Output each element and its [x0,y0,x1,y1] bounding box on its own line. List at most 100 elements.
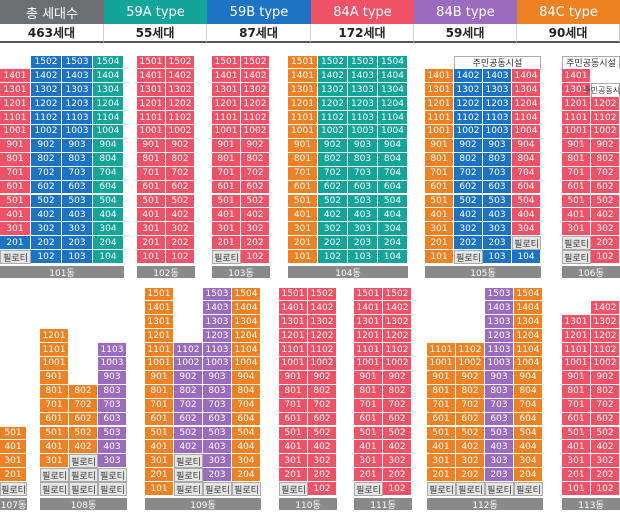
unit-cell: 801 [354,384,383,399]
unit-cell: 1502 [166,55,195,70]
unit-cell: 1303 [483,83,512,98]
unit-cell: 304 [514,454,543,469]
unit-cell: 703 [483,166,512,181]
unit-cell: 102 [318,250,348,264]
unit-cell: 1101 [288,111,318,125]
unit-cell: 702 [591,398,620,413]
unit-cell: 201 [137,236,166,251]
unit-cell: 204 [93,236,124,251]
unit-cell: 402 [31,208,62,223]
unit-cell: 301 [0,454,27,469]
unit-cell: 1401 [354,301,383,316]
unit-cell: 1203 [203,329,232,344]
unit-cell: 1301 [137,83,166,98]
unit-cell: 1104 [232,343,261,357]
unit-cell: 1101 [137,111,166,125]
unit-cell: 202 [241,236,270,251]
unit-cell: 1401 [0,69,31,84]
unit-cell: 1102 [456,343,485,357]
unit-cell: 701 [354,398,383,413]
unit-cell: 1502 [308,287,337,302]
unit-cell: 1401 [212,69,241,84]
unit-cell: 1004 [232,357,261,371]
unit-cell: 203 [483,236,512,251]
unit-cell: 302 [31,222,62,237]
unit-cell: 501 [354,426,383,441]
building-number-label: 109동 [145,498,261,510]
unit-cell: 1102 [454,111,483,125]
unit-cell: 501 [279,426,308,441]
unit-cell: 1201 [212,97,241,112]
unit-cell: 901 [212,138,241,153]
unit-cell: 1201 [0,97,31,112]
unit-cell: 1202 [166,97,195,112]
unit-cell: 601 [40,412,69,427]
unit-cell: 704 [378,166,408,181]
unit-cell: 1103 [203,343,232,357]
unit-cell: 1001 [145,357,174,371]
unit-cell: 702 [166,166,195,181]
unit-cell: 1102 [166,111,195,125]
unit-cell: 802 [308,384,337,399]
unit-cell: 804 [514,384,543,399]
unit-cell: 1003 [98,357,127,371]
unit-cell: 404 [514,440,543,455]
unit-cell: 202 [166,236,195,251]
unit-cell: 1502 [241,55,270,70]
unit-cell: 803 [62,152,93,167]
unit-cell: 1003 [348,125,378,139]
unit-cell: 1102 [591,343,620,357]
unit-cell: 1301 [212,83,241,98]
unit-cell: 602 [456,412,485,427]
unit-cell: 603 [483,180,512,195]
unit-cell: 1004 [512,125,541,139]
unit-cell: 1104 [93,111,124,125]
unit-cell: 1302 [383,315,412,330]
unit-cell: 1401 [145,301,174,316]
unit-cell: 401 [288,208,318,223]
unit-cell: 203 [348,236,378,251]
unit-cell: 502 [308,426,337,441]
unit-cell: 101 [425,250,454,264]
piloti-cell: 필로티 [562,236,591,251]
unit-cell: 1104 [512,111,541,125]
building-number-label: 110동 [279,498,337,510]
unit-cell: 1103 [348,111,378,125]
unit-cell: 1002 [318,125,348,139]
unit-cell: 102 [166,250,195,264]
unit-cell: 401 [145,440,174,455]
unit-cell: 1502 [318,55,348,70]
unit-cell: 1403 [348,69,378,84]
unit-cell: 203 [203,468,232,483]
unit-cell: 601 [562,412,591,427]
unit-cell: 1402 [241,69,270,84]
unit-cell: 602 [69,412,98,427]
unit-cell: 904 [512,138,541,153]
piloti-cell: 필로티 [212,250,241,264]
unit-cell: 604 [232,412,261,427]
unit-cell: 1304 [232,315,261,330]
unit-cell: 503 [485,426,514,441]
unit-cell: 903 [203,370,232,385]
unit-cell: 401 [40,440,69,455]
unit-cell: 201 [427,468,456,483]
unit-cell: 601 [288,180,318,195]
unit-cell: 1001 [137,125,166,139]
unit-cell: 1401 [425,69,454,84]
unit-cell: 301 [137,222,166,237]
unit-cell: 701 [145,398,174,413]
piloti-cell: 필로티 [354,482,383,496]
unit-cell: 801 [212,152,241,167]
unit-cell: 303 [203,454,232,469]
piloti-cell: 필로티 [40,468,69,483]
unit-cell: 502 [174,426,203,441]
piloti-cell: 필로티 [174,482,203,496]
unit-cell: 1002 [241,125,270,139]
unit-cell: 404 [512,208,541,223]
unit-cell: 1003 [485,357,514,371]
unit-cell: 704 [512,166,541,181]
unit-cell: 701 [425,166,454,181]
unit-cell: 402 [174,440,203,455]
unit-cell: 1001 [562,125,591,139]
unit-cell: 401 [354,440,383,455]
